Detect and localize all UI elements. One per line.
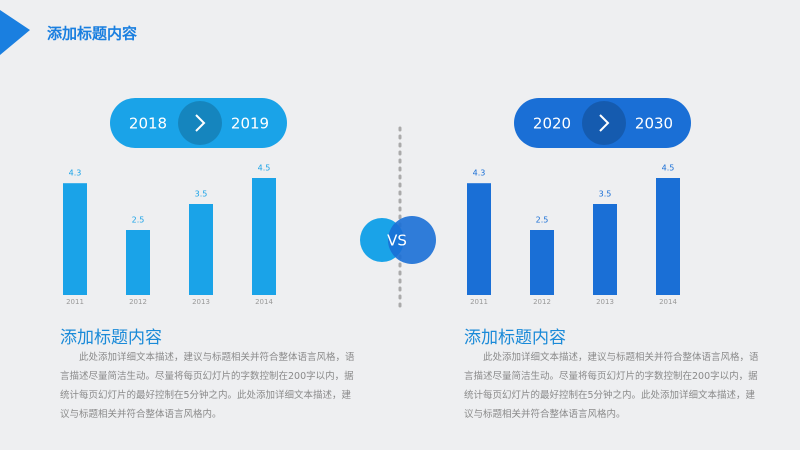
value-label: 2.5: [536, 216, 549, 225]
value-label: 3.5: [599, 190, 612, 199]
value-label: 4.5: [258, 164, 271, 173]
x-tick-label: 2014: [255, 298, 273, 306]
range-end: 2019: [231, 115, 269, 133]
section-text: 此处添加详细文本描述，建议与标题相关并符合整体语言风格，语言描述尽量简洁生动。尽…: [60, 352, 355, 420]
header-triangle: [0, 10, 30, 55]
range-start: 2018: [129, 115, 167, 133]
bar: [593, 204, 617, 295]
x-tick-label: 2013: [596, 298, 614, 306]
section-title: 添加标题内容: [464, 328, 566, 348]
x-tick-label: 2013: [192, 298, 210, 306]
vs-label: VS: [387, 232, 407, 250]
range-pill: [110, 98, 287, 148]
range-end: 2030: [635, 115, 673, 133]
x-tick-label: 2012: [129, 298, 147, 306]
bar: [126, 230, 150, 295]
bar: [656, 178, 680, 295]
section-title: 添加标题内容: [60, 328, 162, 348]
x-tick-label: 2011: [66, 298, 84, 306]
x-tick-label: 2011: [470, 298, 488, 306]
x-tick-label: 2012: [533, 298, 551, 306]
range-arrow-bg: [582, 101, 626, 145]
range-arrow-bg: [178, 101, 222, 145]
value-label: 2.5: [132, 216, 145, 225]
value-label: 3.5: [195, 190, 208, 199]
value-label: 4.5: [662, 164, 675, 173]
range-start: 2020: [533, 115, 571, 133]
range-arrow: [195, 114, 206, 132]
value-label: 4.3: [69, 169, 82, 178]
bar: [252, 178, 276, 295]
x-tick-label: 2014: [659, 298, 677, 306]
header-title: 添加标题内容: [47, 25, 137, 43]
range-arrow: [599, 114, 610, 132]
value-label: 4.3: [473, 169, 486, 178]
range-pill: [514, 98, 691, 148]
vs-circle-right: [388, 216, 436, 264]
bar: [467, 183, 491, 295]
bar: [63, 183, 87, 295]
bar: [189, 204, 213, 295]
bar: [530, 230, 554, 295]
section-text: 此处添加详细文本描述，建议与标题相关并符合整体语言风格，语言描述尽量简洁生动。尽…: [464, 352, 759, 420]
